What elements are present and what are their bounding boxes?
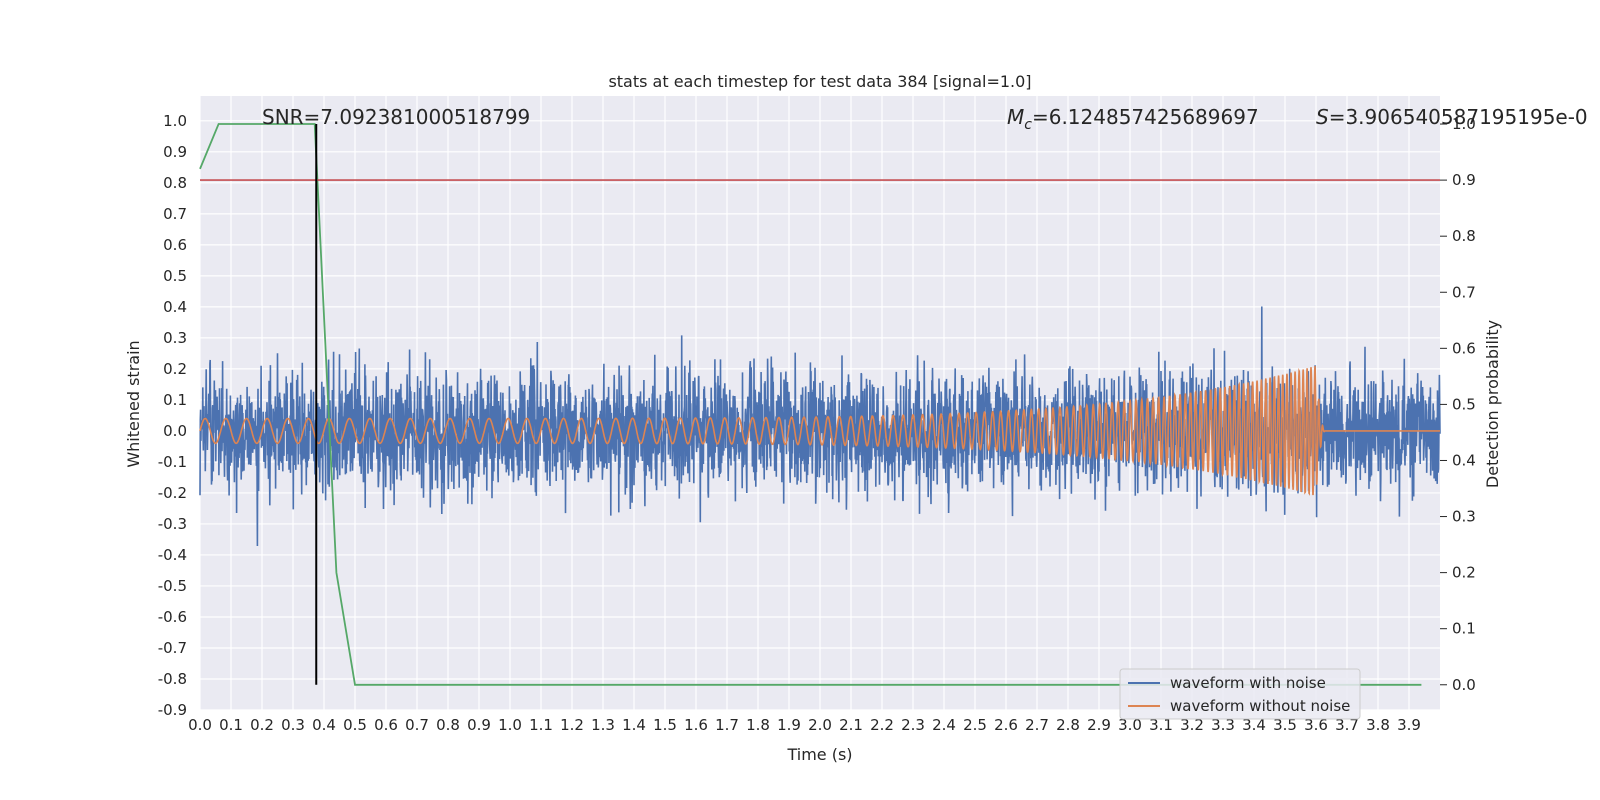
y-right-tick-label: 1.0 bbox=[1452, 115, 1476, 133]
x-tick-label: 1.4 bbox=[622, 716, 646, 734]
x-tick-label: 1.0 bbox=[498, 716, 522, 734]
x-tick-label: 1.8 bbox=[746, 716, 770, 734]
legend-label-noise: waveform with noise bbox=[1170, 674, 1326, 692]
y-tick-label: 0.2 bbox=[163, 360, 187, 378]
y-tick-label: 0.0 bbox=[163, 422, 187, 440]
x-tick-label: 0.8 bbox=[436, 716, 460, 734]
x-tick-label: 1.6 bbox=[684, 716, 708, 734]
chirp-mass-subscript: c bbox=[1024, 117, 1032, 133]
x-tick-label: 3.1 bbox=[1149, 716, 1173, 734]
y-tick-label: 0.1 bbox=[163, 391, 187, 409]
x-tick-label: 2.7 bbox=[1025, 716, 1049, 734]
y-tick-label: 0.6 bbox=[163, 236, 187, 254]
y-right-tick-label: 0.7 bbox=[1452, 283, 1476, 301]
x-tick-label: 2.0 bbox=[808, 716, 832, 734]
x-tick-label: 3.8 bbox=[1366, 716, 1390, 734]
x-tick-label: 1.5 bbox=[653, 716, 677, 734]
x-tick-label: 0.0 bbox=[188, 716, 212, 734]
y-tick-label: -0.4 bbox=[158, 546, 187, 564]
x-tick-label: 0.4 bbox=[312, 716, 336, 734]
y-tick-label: -0.6 bbox=[158, 608, 187, 626]
y-right-tick-label: 0.3 bbox=[1452, 508, 1476, 526]
y-tick-label: 0.8 bbox=[163, 174, 187, 192]
x-tick-label: 1.7 bbox=[715, 716, 739, 734]
chirp-mass-symbol: M bbox=[1007, 105, 1024, 129]
y-right-tick-label: 0.4 bbox=[1452, 451, 1476, 469]
x-tick-label: 2.6 bbox=[994, 716, 1018, 734]
grid bbox=[199, 96, 1440, 711]
y-right-tick-label: 0.6 bbox=[1452, 339, 1476, 357]
y-right-tick-label: 0.8 bbox=[1452, 227, 1476, 245]
x-tick-label: 2.2 bbox=[870, 716, 894, 734]
x-tick-label: 3.2 bbox=[1180, 716, 1204, 734]
legend: waveform with noise waveform without noi… bbox=[1119, 668, 1361, 720]
x-tick-label: 1.3 bbox=[591, 716, 615, 734]
y-tick-label: 0.3 bbox=[163, 329, 187, 347]
chirp-mass-value: =6.124857425689697 bbox=[1032, 105, 1259, 129]
y-axis-ticks: -0.9 -0.8 -0.7 -0.6 -0.5 -0.4 -0.3 -0.2 -0.1 0.0 0… bbox=[158, 112, 187, 719]
series-waveform-without-noise bbox=[199, 366, 1440, 496]
y-right-axis-ticks: 0.0 0.1 0.2 0.3 0.4 0.5 0.6 0.7 0.8 0.9 1.0 bbox=[1440, 115, 1476, 694]
x-tick-label: 0.9 bbox=[467, 716, 491, 734]
y-tick-label: 0.7 bbox=[163, 205, 187, 223]
y-tick-label: -0.2 bbox=[158, 484, 187, 502]
series-detection-probability bbox=[199, 123, 1422, 686]
y-right-tick-label: 0.2 bbox=[1452, 564, 1476, 582]
x-tick-label: 1.2 bbox=[560, 716, 584, 734]
x-tick-label: 3.9 bbox=[1397, 716, 1421, 734]
y-tick-label: -0.5 bbox=[158, 577, 187, 595]
y-tick-label: -0.3 bbox=[158, 515, 187, 533]
reference-lines bbox=[200, 124, 1440, 685]
chirp-trace bbox=[199, 366, 1440, 496]
probability-trace bbox=[199, 123, 1422, 686]
x-axis-ticks: 0.0 0.1 0.2 0.3 0.4 0.5 0.6 0.7 0.8 0.9 1.0 1.1 1.2 1… bbox=[188, 716, 1421, 734]
y-right-tick-label: 0.5 bbox=[1452, 395, 1476, 413]
x-tick-label: 3.4 bbox=[1242, 716, 1266, 734]
x-tick-label: 2.5 bbox=[963, 716, 987, 734]
y-axis-label: Whitened strain bbox=[124, 340, 143, 467]
s-annotation: S=3.906540587195195e-0 bbox=[1316, 105, 1588, 129]
x-tick-label: 3.6 bbox=[1304, 716, 1328, 734]
x-tick-label: 2.8 bbox=[1056, 716, 1080, 734]
x-axis-label: Time (s) bbox=[786, 745, 852, 764]
s-symbol: S bbox=[1316, 105, 1329, 129]
x-tick-label: 2.9 bbox=[1087, 716, 1111, 734]
s-value: =3.906540587195195e-0 bbox=[1329, 105, 1588, 129]
x-tick-label: 0.6 bbox=[374, 716, 398, 734]
x-tick-label: 1.9 bbox=[777, 716, 801, 734]
x-tick-label: 2.4 bbox=[932, 716, 956, 734]
y-right-tick-label: 0.0 bbox=[1452, 676, 1476, 694]
y-tick-label: -0.7 bbox=[158, 639, 187, 657]
y-tick-label: 1.0 bbox=[163, 112, 187, 130]
y-tick-label: 0.4 bbox=[163, 298, 187, 316]
y-right-tick-label: 0.1 bbox=[1452, 620, 1476, 638]
y-tick-label: -0.8 bbox=[158, 670, 187, 688]
y-tick-label: 0.5 bbox=[163, 267, 187, 285]
y-tick-label: 0.9 bbox=[163, 143, 187, 161]
legend-box bbox=[1119, 668, 1361, 720]
chirp-mass-annotation: Mc=6.124857425689697 bbox=[1007, 105, 1259, 133]
x-tick-label: 0.3 bbox=[281, 716, 305, 734]
x-tick-label: 0.7 bbox=[405, 716, 429, 734]
x-tick-label: 3.0 bbox=[1118, 716, 1142, 734]
x-tick-label: 0.2 bbox=[250, 716, 274, 734]
x-tick-label: 0.5 bbox=[343, 716, 367, 734]
x-tick-label: 1.1 bbox=[529, 716, 553, 734]
x-tick-label: 3.7 bbox=[1335, 716, 1359, 734]
x-tick-label: 0.1 bbox=[219, 716, 243, 734]
x-tick-label: 3.3 bbox=[1211, 716, 1235, 734]
x-tick-label: 2.3 bbox=[901, 716, 925, 734]
y-tick-label: -0.1 bbox=[158, 453, 187, 471]
y-right-tick-label: 0.9 bbox=[1452, 171, 1476, 189]
x-tick-label: 3.5 bbox=[1273, 716, 1297, 734]
chart-title: stats at each timestep for test data 384… bbox=[608, 72, 1031, 91]
legend-label-clean: waveform without noise bbox=[1170, 697, 1350, 715]
y-right-axis-label: Detection probability bbox=[1483, 320, 1502, 488]
x-tick-label: 2.1 bbox=[839, 716, 863, 734]
snr-annotation: SNR=7.092381000518799 bbox=[262, 105, 530, 129]
y-tick-label: -0.9 bbox=[158, 701, 187, 719]
